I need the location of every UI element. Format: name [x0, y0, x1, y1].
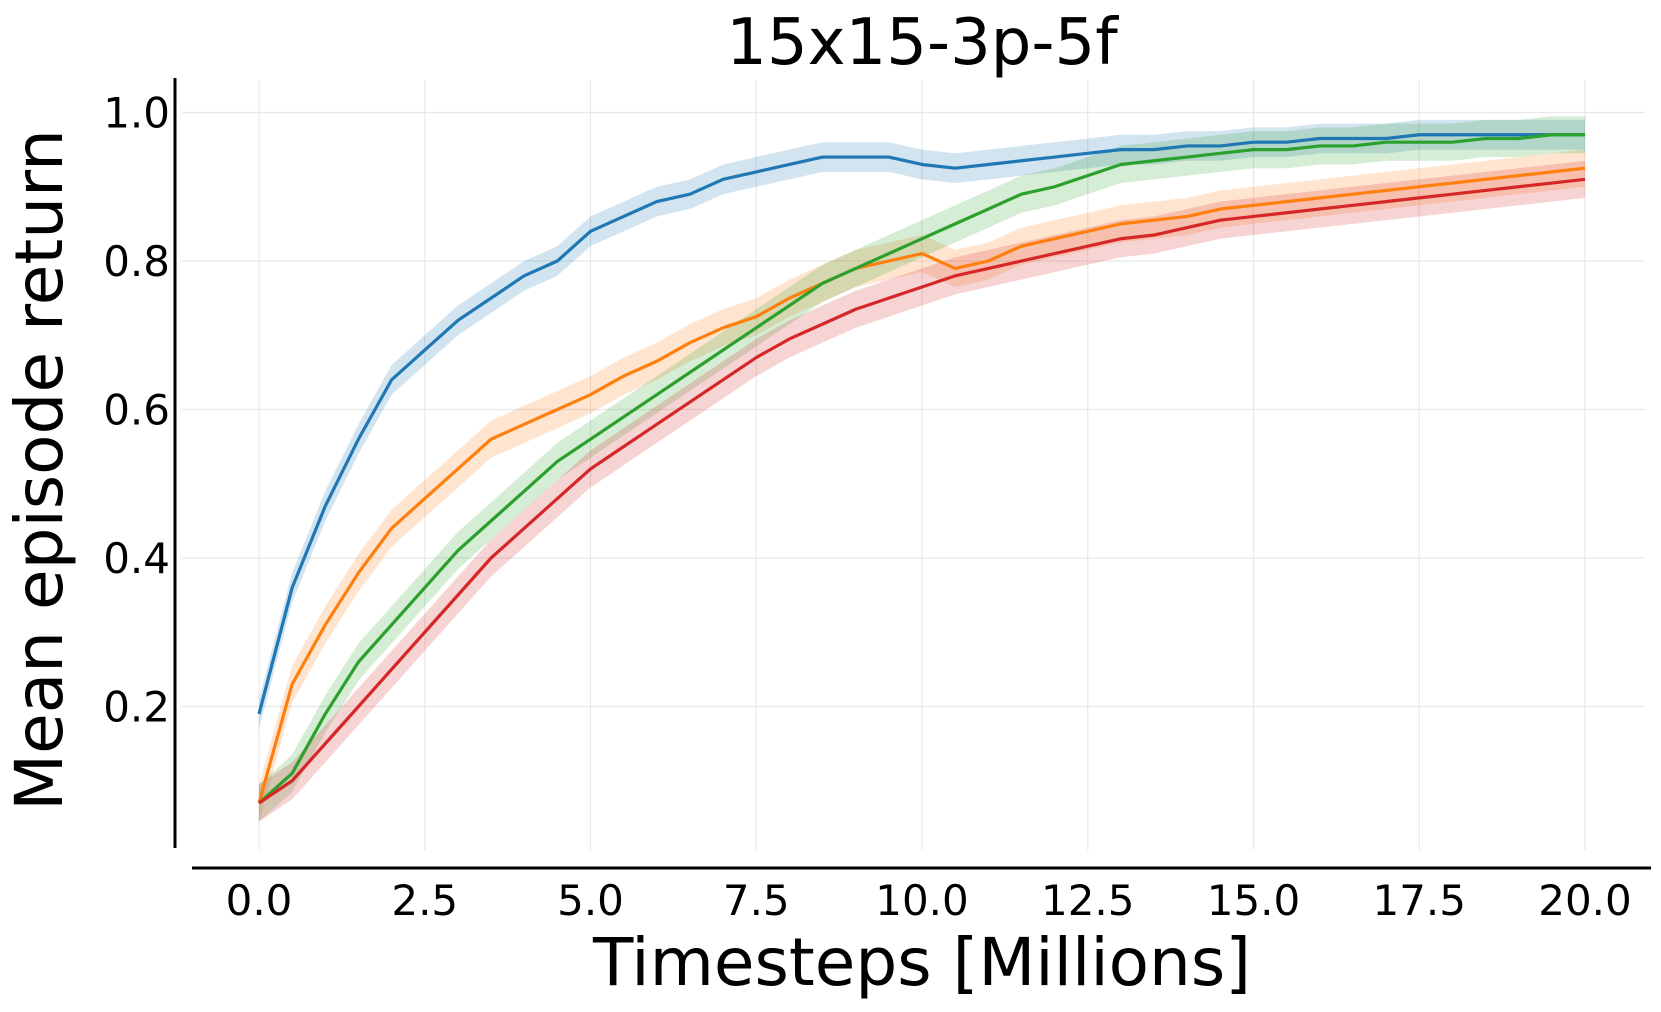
x-tick-label: 12.5	[1041, 876, 1135, 925]
series-line-3	[258, 177, 1586, 805]
series-band-2	[259, 116, 1585, 822]
y-tick-label: 0.2	[103, 683, 170, 732]
x-tick-label: 20.0	[1538, 876, 1632, 925]
y-axis-label: Mean episode return	[1, 129, 78, 811]
y-tick-labels: 0.2 0.4 0.6 0.8 1.0	[103, 89, 170, 732]
x-tick-label: 17.5	[1372, 876, 1466, 925]
y-tick-label: 1.0	[103, 89, 170, 138]
series-line-1	[257, 166, 1586, 804]
series-line-2	[257, 133, 1585, 805]
y-tick-label: 0.4	[103, 534, 170, 583]
variability-bands	[259, 116, 1585, 822]
x-tick-label: 2.5	[391, 876, 458, 925]
x-tick-labels: 0.0 2.5 5.0 7.5 10.0 12.5 15.0 17.5 20.0	[226, 876, 1632, 925]
y-tick-label: 0.6	[103, 386, 170, 435]
x-tick-label: 7.5	[723, 876, 790, 925]
series-line-0	[257, 133, 1585, 715]
series-band-3	[259, 160, 1585, 822]
x-axis-label: Timesteps [Millions]	[592, 924, 1251, 1001]
x-tick-label: 15.0	[1207, 876, 1301, 925]
x-tick-label: 0.0	[226, 876, 293, 925]
chart-title: 15x15-3p-5f	[726, 6, 1119, 80]
x-tick-label: 10.0	[875, 876, 969, 925]
y-tick-label: 0.8	[103, 237, 170, 286]
series-lines	[257, 133, 1586, 805]
x-tick-label: 5.0	[557, 876, 624, 925]
gridlines	[182, 80, 1645, 850]
